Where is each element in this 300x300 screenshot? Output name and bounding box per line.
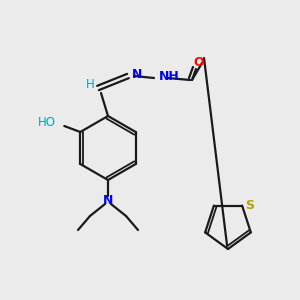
Text: H: H — [85, 77, 94, 91]
Text: NH: NH — [159, 70, 180, 83]
Text: N: N — [132, 68, 142, 82]
Text: HO: HO — [38, 116, 56, 128]
Text: S: S — [246, 199, 255, 212]
Text: N: N — [103, 194, 113, 208]
Text: O: O — [194, 56, 204, 70]
